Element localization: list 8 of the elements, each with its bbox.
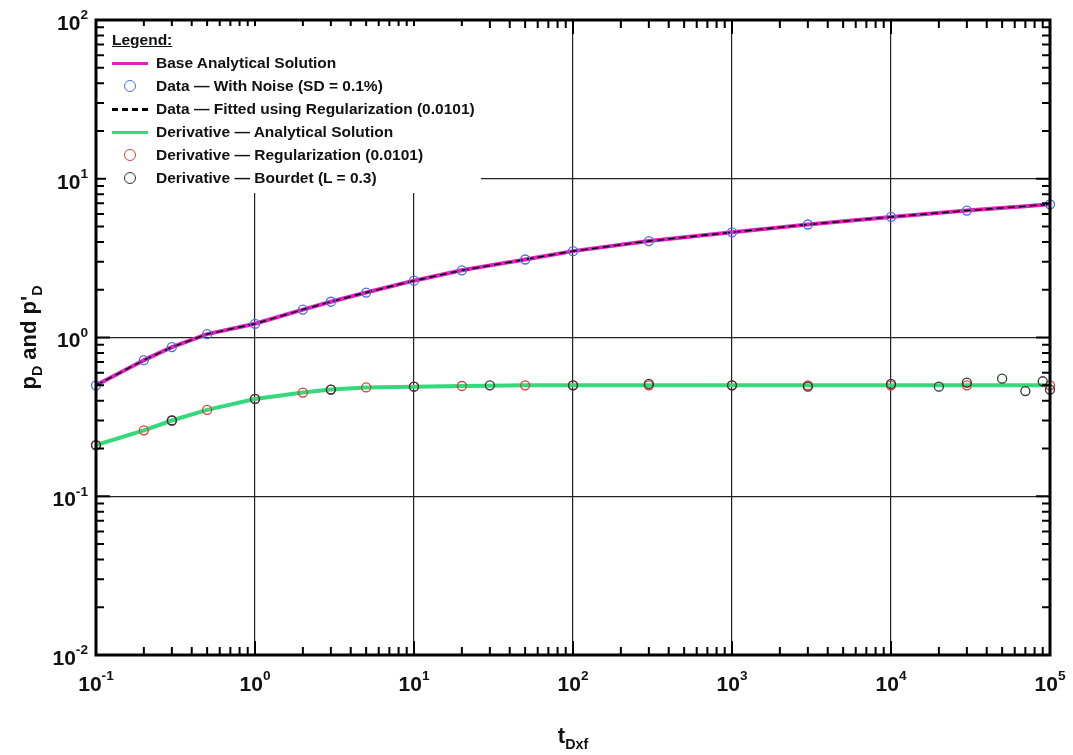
legend-label: Derivative — Bourdet (L = 0.3) [156, 168, 377, 188]
y-axis-title: pD and p'D [16, 285, 45, 390]
legend-title: Legend: [112, 30, 174, 50]
legend-label: Derivative — Analytical Solution [156, 122, 394, 142]
legend-label: Derivative — Regularization (0.0101) [156, 145, 424, 165]
legend-label: Base Analytical Solution [156, 53, 337, 73]
legend-label: Data — With Noise (SD = 0.1%) [156, 76, 383, 96]
legend-label: Data — Fitted using Regularization (0.0101) [156, 99, 475, 119]
